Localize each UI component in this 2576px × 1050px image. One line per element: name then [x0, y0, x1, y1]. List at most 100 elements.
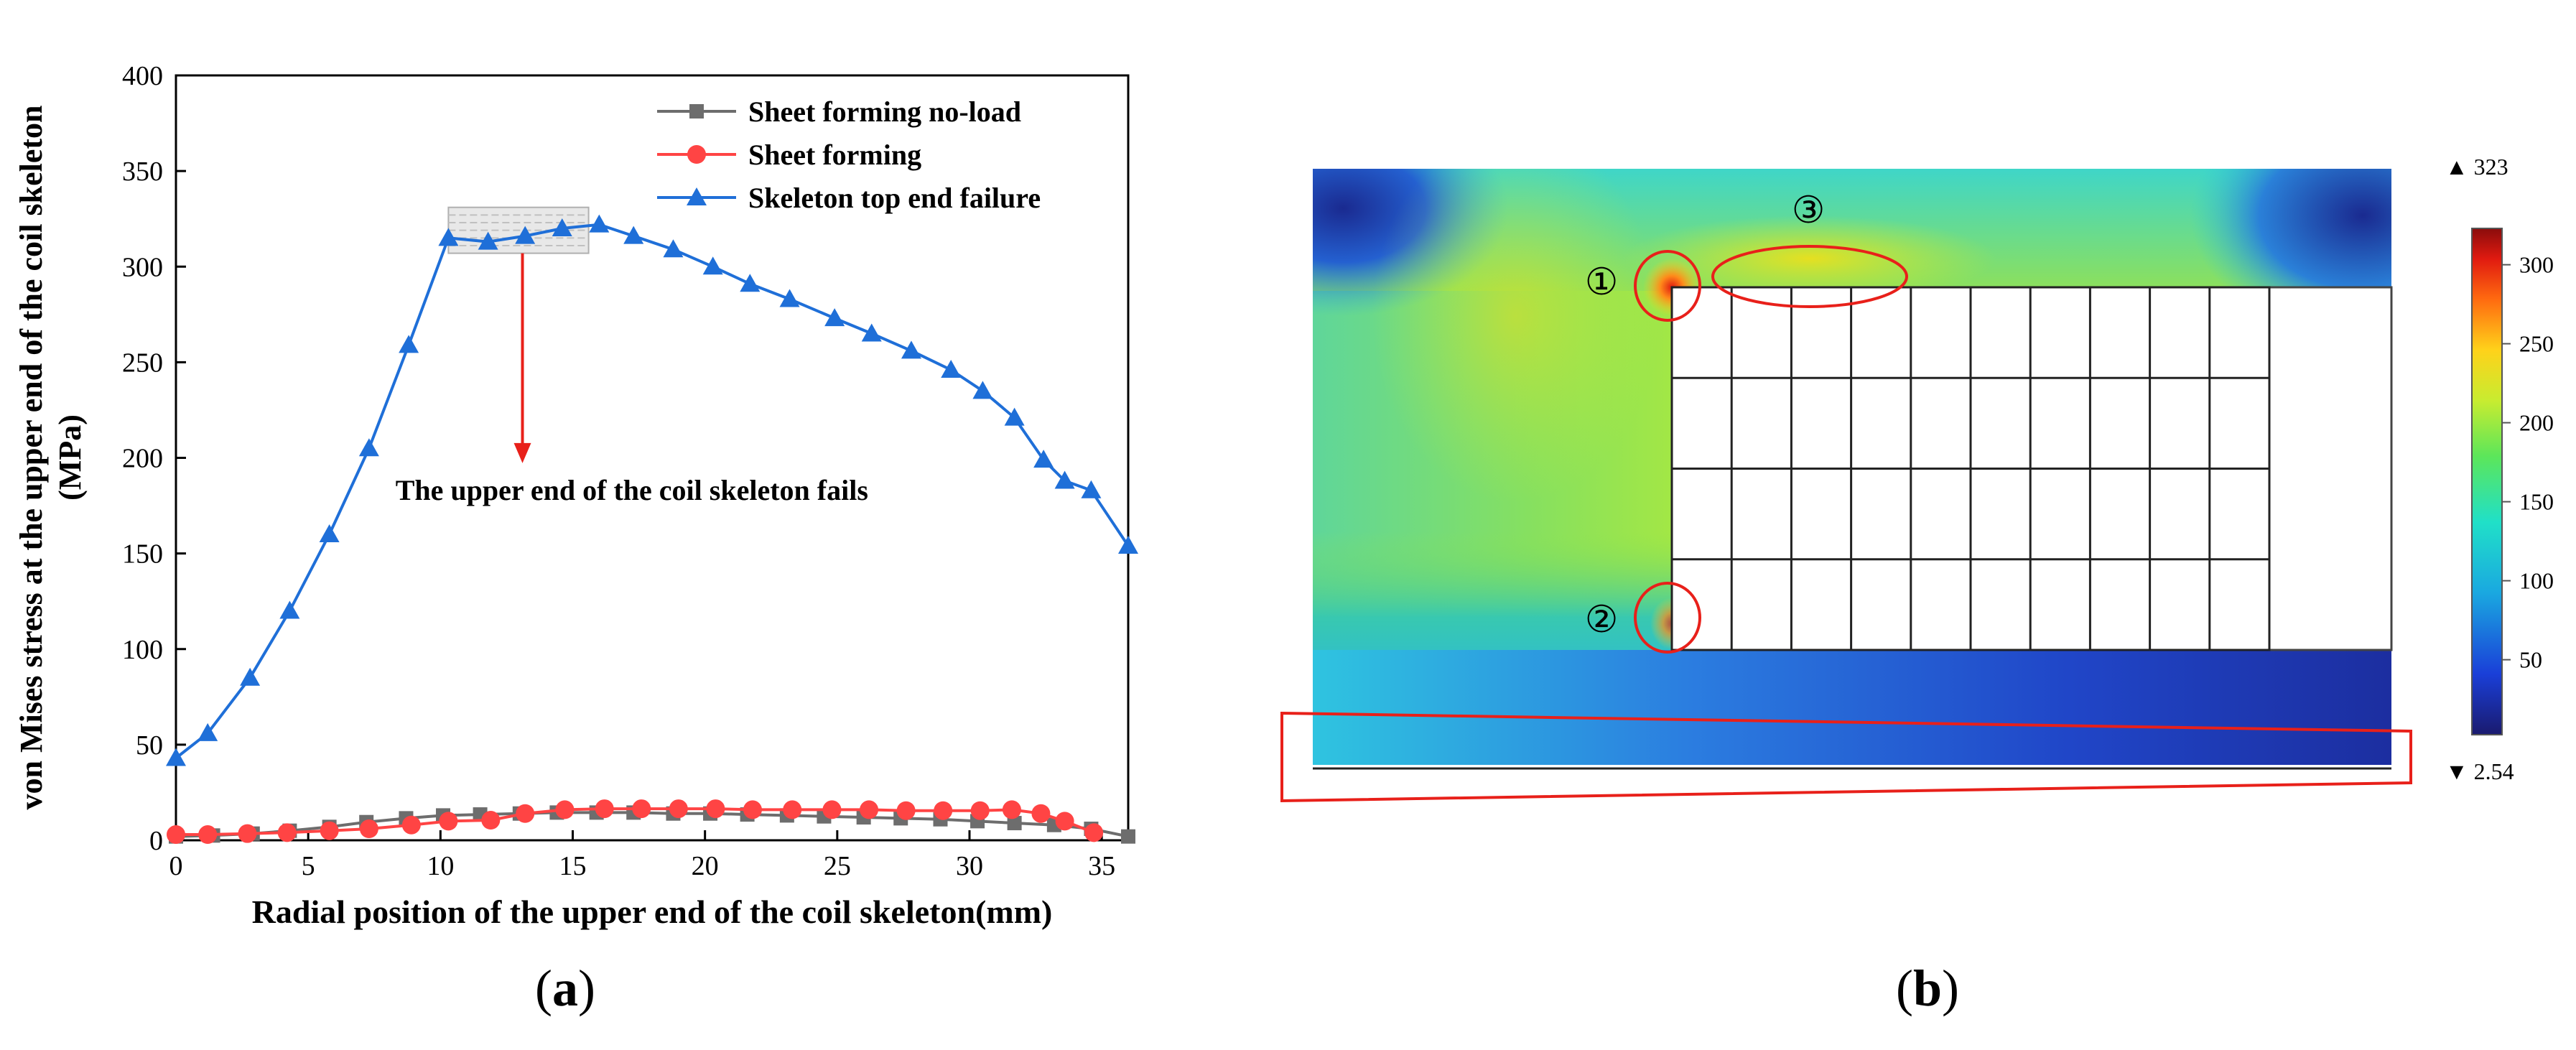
data-point-series-3 [1054, 470, 1075, 489]
data-point-series-3 [197, 723, 218, 741]
legend-marker [687, 187, 707, 205]
data-point-series-3 [1118, 535, 1138, 554]
data-point-series-3 [623, 226, 644, 244]
data-point-series-2 [320, 821, 339, 840]
y-tick-label: 250 [122, 348, 163, 378]
data-point-series-3 [1081, 480, 1102, 498]
data-point-series-2 [1031, 804, 1051, 823]
y-tick-label: 400 [122, 61, 163, 91]
data-point-series-3 [438, 228, 459, 246]
failure-annotation: The upper end of the coil skeleton fails [396, 206, 868, 506]
stress-contour [1313, 169, 2391, 765]
colorbar-ticks: 300 250 200 150 100 50 [2502, 252, 2554, 673]
x-tick-label: 20 [692, 851, 719, 881]
legend-label: Sheet forming no-load [748, 96, 1021, 128]
colorbar-tick-label: 300 [2519, 252, 2554, 278]
data-point-series-2 [896, 801, 916, 820]
data-point-series-3 [478, 231, 498, 250]
data-point-series-3 [589, 214, 610, 233]
data-point-series-3 [319, 524, 340, 542]
data-point-series-3 [824, 308, 845, 327]
colorbar-tick-label: 200 [2519, 410, 2554, 436]
data-point-series-2 [277, 823, 297, 842]
x-tick-label: 0 [169, 851, 183, 881]
data-point-series-2 [934, 801, 953, 820]
marker-label-2: ② [1585, 600, 1619, 641]
legend-label: Skeleton top end failure [748, 182, 1041, 214]
data-point-series-2 [198, 825, 218, 845]
marker-ellipse-2 [1634, 582, 1701, 654]
data-point-series-2 [743, 800, 762, 819]
failure-arrowhead [513, 442, 531, 463]
failure-annotation-text: The upper end of the coil skeleton fails [396, 474, 868, 506]
data-point-series-3 [240, 667, 261, 686]
legend-marker [689, 104, 704, 119]
legend-marker [687, 145, 706, 164]
data-point-series-2 [822, 800, 842, 819]
data-point-series-1 [1121, 829, 1135, 844]
colorbar-tick-label: 250 [2519, 331, 2554, 357]
coil-grid [1670, 286, 2271, 651]
data-point-series-2 [595, 799, 614, 819]
data-point-series-3 [901, 340, 921, 359]
data-point-series-1 [1007, 816, 1022, 831]
marker-label-1: ① [1585, 262, 1619, 303]
colorbar-max-label: ▲ 323 [2445, 154, 2508, 180]
data-point-series-3 [1004, 407, 1025, 426]
colorbar-tick-label: 50 [2519, 647, 2542, 673]
data-point-series-3 [861, 323, 882, 342]
data-point-series-3 [358, 438, 379, 457]
data-point-series-2 [632, 799, 651, 819]
caption-a-letter: a [552, 960, 578, 1017]
legend: Sheet forming no-load Sheet forming Skelet… [657, 96, 1041, 214]
data-point-series-3 [552, 218, 572, 236]
y-tick-label: 150 [122, 539, 163, 570]
y-axis-label-line2: (MPa) [52, 414, 88, 501]
data-point-series-3 [779, 289, 800, 307]
highlight-region [1280, 711, 2412, 803]
data-point-series-2 [401, 815, 421, 835]
y-tick-label: 300 [122, 252, 163, 282]
data-point-series-2 [860, 800, 879, 819]
data-point-series-3 [740, 274, 761, 292]
data-point-series-3 [663, 239, 684, 258]
marker-label-3: ③ [1792, 190, 1826, 231]
data-point-series-2 [439, 812, 458, 831]
x-tick-label: 35 [1088, 851, 1115, 881]
y-tick-label: 0 [149, 826, 163, 856]
data-point-series-2 [555, 800, 575, 819]
data-point-series-2 [706, 799, 725, 819]
colorbar-tick-label: 150 [2519, 489, 2554, 515]
data-point-series-3 [941, 360, 962, 378]
y-tick-label: 50 [136, 730, 163, 761]
marker-ellipse-3 [1711, 245, 1908, 308]
data-point-series-3 [702, 256, 723, 275]
caption-a: (a) [535, 960, 595, 1017]
x-tick-label: 10 [427, 851, 454, 881]
colorbar-tick-label: 100 [2519, 568, 2554, 594]
data-point-series-2 [516, 804, 535, 823]
colorbar: 300 250 200 150 100 50 ▲ 323 ▼ 2.54 [2445, 154, 2554, 784]
data-point-series-2 [1084, 823, 1104, 842]
caption-b: (b) [1896, 960, 1960, 1017]
data-point-series-2 [238, 824, 257, 843]
data-point-series-2 [1055, 812, 1074, 831]
marker-ellipse-1 [1634, 250, 1701, 322]
data-point-series-2 [1002, 800, 1021, 819]
data-point-series-3 [166, 748, 186, 766]
legend-label: Sheet forming [748, 139, 921, 171]
data-point-series-2 [669, 799, 688, 819]
data-point-series-3 [399, 335, 419, 353]
x-axis-label: Radial position of the upper end of the … [252, 893, 1053, 930]
x-tick-label: 25 [824, 851, 851, 881]
data-point-series-2 [783, 800, 802, 819]
panel-b-stress-field: ① ② ③ 300 250 200 150 100 50 ▲ 323 ▼ 2.54 [1280, 154, 2554, 803]
x-tick-label: 5 [302, 851, 315, 881]
data-point-series-3 [1033, 450, 1054, 468]
data-point-series-3 [515, 226, 536, 244]
x-tick-label: 30 [956, 851, 983, 881]
y-tick-label: 350 [122, 157, 163, 187]
